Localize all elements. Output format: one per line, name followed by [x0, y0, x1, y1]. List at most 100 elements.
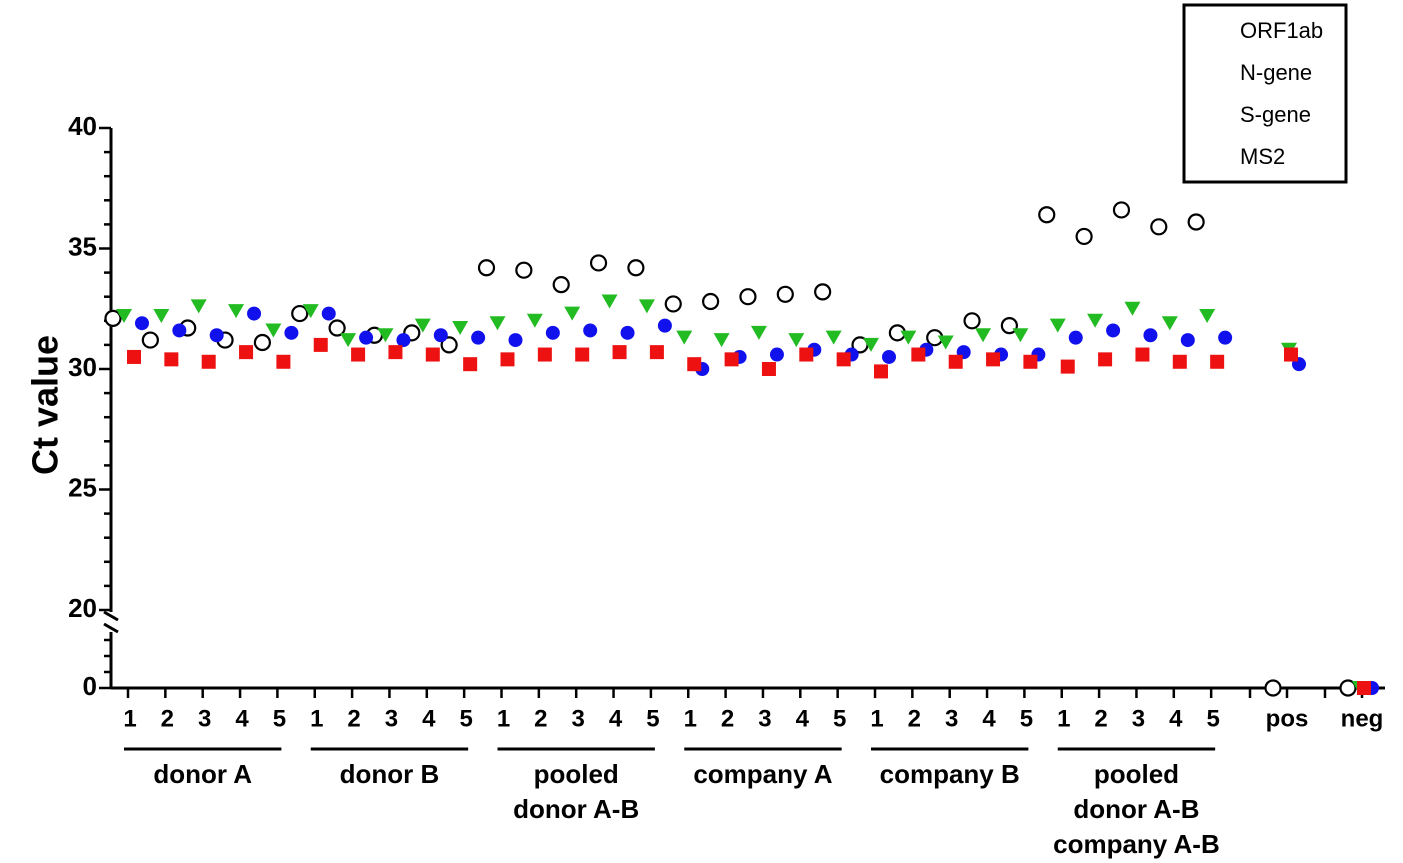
- x-tick-label: 2: [534, 705, 547, 732]
- point-s-gene: [620, 325, 635, 340]
- x-tick-label: 2: [347, 705, 360, 732]
- point-orf1ab: [265, 323, 282, 338]
- point-ms2: [291, 304, 309, 323]
- point-orf1ab: [601, 294, 618, 309]
- point-n-gene: [799, 347, 814, 362]
- point-orf1ab: [340, 333, 357, 348]
- x-tick-label: 5: [1020, 705, 1033, 732]
- group-label: pooled: [1094, 759, 1179, 789]
- point-n-gene: [463, 357, 478, 372]
- point-n-gene: [276, 354, 291, 369]
- group-label: donor A: [153, 759, 252, 789]
- point-n-gene: [201, 354, 216, 369]
- point-ms2: [1112, 201, 1131, 219]
- x-tick-label: 3: [758, 705, 771, 732]
- point-s-gene: [321, 306, 336, 321]
- point-s-gene: [135, 316, 149, 331]
- legend-label: ORF1ab: [1240, 18, 1323, 43]
- x-tick-label: 3: [572, 705, 585, 732]
- point-orf1ab: [937, 335, 954, 350]
- point-n-gene: [537, 347, 552, 362]
- x-tick-label: 3: [385, 705, 398, 732]
- point-n-gene: [1098, 352, 1113, 367]
- point-n-gene: [986, 352, 1001, 367]
- point-ms2: [1038, 206, 1056, 224]
- point-n-gene: [575, 347, 590, 362]
- point-orf1ab: [564, 306, 581, 321]
- point-s-gene: [583, 323, 598, 338]
- point-orf1ab: [452, 321, 469, 336]
- y-axis-title: Ct value: [25, 335, 66, 475]
- point-ms2: [477, 259, 496, 277]
- point-n-gene: [911, 347, 926, 362]
- group-label: company A: [693, 759, 832, 789]
- x-tick-label: 4: [609, 705, 623, 732]
- x-tick-label: neg: [1341, 705, 1384, 732]
- y-tick-label: 25: [68, 472, 97, 502]
- x-tick-label: 3: [1132, 705, 1145, 732]
- y-tick-label: 30: [68, 352, 97, 382]
- point-s-gene: [545, 325, 560, 340]
- point-ms2: [1339, 679, 1357, 697]
- point-s-gene: [396, 333, 411, 348]
- axes: [103, 128, 1385, 690]
- group-label: company B: [880, 759, 1020, 789]
- point-orf1ab: [863, 337, 879, 352]
- point-s-gene: [657, 318, 672, 333]
- legend-label: MS2: [1240, 144, 1285, 169]
- point-orf1ab: [676, 330, 693, 345]
- point-s-gene: [1068, 330, 1083, 345]
- point-ms2: [589, 254, 608, 272]
- x-tick-label: 4: [422, 705, 436, 732]
- x-tick-label: 1: [684, 705, 697, 732]
- point-n-gene: [1284, 347, 1298, 362]
- point-n-gene: [313, 337, 328, 352]
- point-n-gene: [1060, 359, 1075, 374]
- x-tick-label: 4: [796, 705, 810, 732]
- axis-break-mark: [103, 610, 119, 634]
- legend: ORF1ab N-gene S-gene MS2: [1182, 3, 1348, 184]
- point-orf1ab: [1199, 308, 1216, 323]
- point-orf1ab: [788, 333, 805, 348]
- point-ms2: [627, 259, 645, 277]
- point-orf1ab: [713, 333, 730, 348]
- point-s-gene: [508, 333, 523, 348]
- point-n-gene: [1210, 354, 1225, 369]
- group-label: donor A-B: [513, 794, 639, 824]
- x-tick-label: 2: [1094, 705, 1107, 732]
- point-orf1ab: [1012, 328, 1029, 343]
- point-ms2: [515, 261, 533, 279]
- x-tick-label: 1: [870, 705, 883, 732]
- point-n-gene: [649, 345, 664, 360]
- point-ms2: [1150, 218, 1168, 236]
- group-label: donor A-B: [1073, 794, 1199, 824]
- point-n-gene: [1135, 347, 1150, 362]
- legend-label: N-gene: [1240, 60, 1312, 85]
- point-ms2: [1075, 227, 1093, 246]
- point-s-gene: [1143, 328, 1158, 343]
- point-s-gene: [247, 306, 262, 321]
- point-n-gene: [351, 347, 366, 362]
- point-n-gene: [239, 345, 254, 360]
- point-n-gene: [761, 362, 776, 376]
- x-tick-label: 5: [273, 705, 286, 732]
- point-ms2: [776, 285, 794, 303]
- point-orf1ab: [302, 304, 319, 319]
- point-s-gene: [359, 330, 374, 345]
- point-ms2: [552, 276, 570, 294]
- x-tick-label: 1: [1057, 705, 1070, 732]
- y-tick-label: 0: [83, 671, 97, 701]
- point-orf1ab: [414, 318, 431, 333]
- point-orf1ab: [116, 308, 132, 323]
- point-orf1ab: [638, 299, 655, 314]
- point-orf1ab: [1161, 316, 1178, 331]
- point-orf1ab: [526, 313, 543, 328]
- point-s-gene: [1180, 333, 1195, 348]
- point-s-gene: [433, 328, 448, 343]
- group-label: company A-B: [1053, 829, 1220, 859]
- x-tick-label: 1: [497, 705, 510, 732]
- point-ms2: [104, 309, 122, 327]
- point-orf1ab: [750, 325, 767, 340]
- point-ms2: [814, 283, 832, 301]
